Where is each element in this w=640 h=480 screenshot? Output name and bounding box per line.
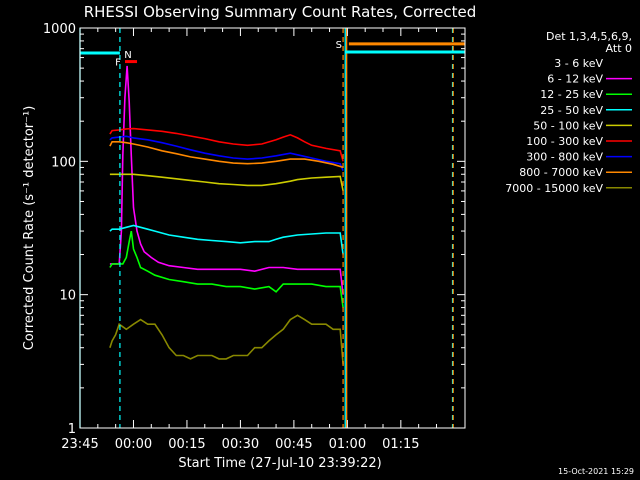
footer-timestamp: 15-Oct-2021 15:29 xyxy=(558,467,634,476)
y-axis-label: Corrected Count Rate (s⁻¹ detector⁻¹) xyxy=(22,106,37,351)
x-tick-label-6: 01:15 xyxy=(382,437,419,452)
legend-label-3: 25 - 50 keV xyxy=(540,104,603,117)
series-line-0 xyxy=(109,88,344,418)
x-tick-label-5: 01:00 xyxy=(329,437,366,452)
flag-label-2: S xyxy=(336,40,342,51)
legend-label-4: 50 - 100 keV xyxy=(533,119,603,132)
legend-header-line-1: Att 0 xyxy=(606,42,632,55)
legend-label-2: 12 - 25 keV xyxy=(540,88,603,101)
x-tick-label-3: 00:30 xyxy=(222,437,259,452)
x-tick-label-4: 00:45 xyxy=(275,437,312,452)
x-tick-label-1: 00:00 xyxy=(115,437,152,452)
series-line-3 xyxy=(109,224,344,255)
series-line-6 xyxy=(109,135,344,172)
y-tick-label-1: 10 xyxy=(59,289,76,304)
series-line-2 xyxy=(109,230,344,308)
flag-label-1: N xyxy=(124,50,131,61)
legend-label-5: 100 - 300 keV xyxy=(526,135,603,148)
y-tick-label-0: 1 xyxy=(68,422,76,437)
y-tick-label-3: 1000 xyxy=(43,22,76,37)
plot-area xyxy=(109,65,344,418)
x-tick-label-0: 23:45 xyxy=(61,437,98,452)
y-tick-label-2: 100 xyxy=(51,155,76,170)
legend: Det 1,3,4,5,6,9,Att 03 - 6 keV 6 - 12 keV… xyxy=(505,30,632,195)
chart-title: RHESSI Observing Summary Count Rates, Co… xyxy=(84,3,477,21)
flag-label-0: F xyxy=(115,58,121,69)
series-line-7 xyxy=(109,141,344,169)
legend-label-0: 3 - 6 keV xyxy=(554,57,603,70)
series-line-4 xyxy=(109,173,344,192)
plot-frame xyxy=(79,27,466,429)
x-axis-label: Start Time (27-Jul-10 23:39:22) xyxy=(178,456,381,471)
x-tick-label-2: 00:15 xyxy=(168,437,205,452)
series-line-8 xyxy=(109,314,344,365)
axes: 1 10 100 1000 23:45 00:00 00:15 00:30 00:45 01:00… xyxy=(43,22,465,452)
legend-label-1: 6 - 12 keV xyxy=(547,73,603,86)
legend-label-7: 800 - 7000 keV xyxy=(519,166,603,179)
legend-label-8: 7000 - 15000 keV xyxy=(505,182,603,195)
legend-label-6: 300 - 800 keV xyxy=(526,151,603,164)
series-line-5 xyxy=(109,127,344,162)
legend-header-line-0: Det 1,3,4,5,6,9, xyxy=(546,30,632,43)
series-line-1 xyxy=(109,65,344,295)
